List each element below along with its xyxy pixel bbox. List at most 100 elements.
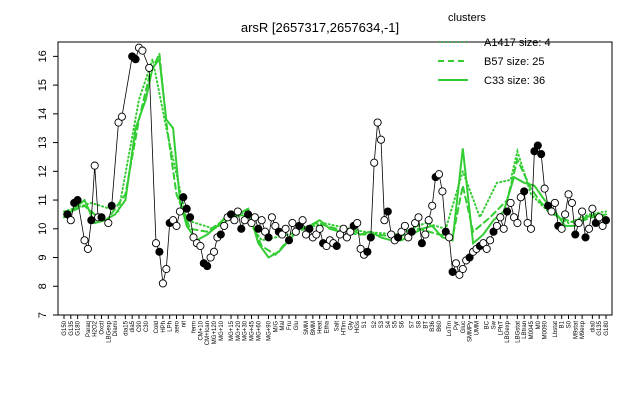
data-point <box>244 210 253 219</box>
x-tick-label: G180 <box>76 320 82 335</box>
data-points <box>63 43 611 288</box>
x-tick-label: LBGstat <box>515 321 521 343</box>
x-tick-label: dia5 <box>130 320 136 332</box>
legend-label: C33 size: 36 <box>484 75 545 87</box>
y-tick-label: 8 <box>37 283 49 289</box>
x-tick-label: LoTm <box>447 321 453 336</box>
x-tick-label: G135 <box>597 320 603 335</box>
data-point <box>117 112 126 121</box>
y-tick-label: 9 <box>37 254 49 260</box>
data-point <box>155 247 164 256</box>
legend-title: clusters <box>448 12 486 24</box>
data-point <box>254 224 263 233</box>
x-tick-label: Etha <box>324 320 330 333</box>
x-tick-label: LPhT <box>498 321 504 336</box>
x-tick-label: S5 <box>393 320 399 328</box>
x-tick-label: S0 <box>567 320 573 328</box>
data-point <box>145 63 154 72</box>
x-tick-label: S3 <box>379 320 385 328</box>
x-tick-label: S6 <box>399 320 405 328</box>
x-tick-label: M/G <box>273 321 279 333</box>
x-tick-label: M9exp <box>580 320 586 339</box>
data-point <box>83 244 92 253</box>
x-tick-label: LBtran <box>522 321 528 339</box>
x-tick-label: CM+Ican <box>205 321 211 345</box>
data-point <box>588 204 597 213</box>
data-point <box>465 253 474 262</box>
data-point <box>131 55 140 64</box>
x-tick-label: G150 <box>62 320 68 335</box>
data-point <box>499 224 508 233</box>
series-line-dotted <box>63 55 607 242</box>
x-tick-label: MG+45 <box>249 320 255 341</box>
data-point <box>486 236 495 245</box>
data-point <box>380 216 389 225</box>
x-tick-label: Gly <box>348 321 354 330</box>
legend-entries: A1417 size: 4 B57 size: 25 C33 size: 36 <box>438 37 551 87</box>
data-point <box>496 213 505 222</box>
x-tick-label: B36 <box>430 320 436 331</box>
data-point <box>458 264 467 274</box>
data-point <box>353 218 362 228</box>
x-tick-label: MG+90 <box>267 320 273 341</box>
x-tick-label: Fru <box>287 321 293 330</box>
data-point <box>564 190 573 199</box>
data-point <box>339 224 348 233</box>
data-point <box>271 221 280 230</box>
x-tick-label: B1 <box>560 320 566 328</box>
data-point <box>237 224 246 233</box>
data-point <box>267 213 276 222</box>
y-tick-label: 16 <box>37 50 49 62</box>
y-tick-label: 15 <box>37 79 49 91</box>
x-tick-label: Oxctl <box>99 321 105 335</box>
x-tick-label: M0 <box>536 320 542 329</box>
data-point <box>66 216 75 225</box>
data-point <box>557 224 566 233</box>
data-point <box>584 224 594 233</box>
x-tick-label: SMMPy <box>468 321 474 342</box>
data-point <box>363 247 372 256</box>
x-tick-label: Heat <box>318 321 324 334</box>
data-point <box>601 216 611 225</box>
x-tick-label: Lbstat <box>553 321 559 338</box>
data-point <box>138 46 147 55</box>
legend: clusters A1417 size: 4 B57 size: 25 C33 si… <box>438 12 551 87</box>
x-tick-label: MG+60 <box>256 320 262 341</box>
y-tick-label: 10 <box>37 223 49 235</box>
data-point <box>434 170 444 179</box>
plot-frame <box>57 41 613 316</box>
data-point <box>424 216 433 225</box>
data-point <box>90 161 99 170</box>
x-tick-label: BMM <box>311 321 317 335</box>
x-tick-label: MG+15 <box>229 320 235 341</box>
data-point <box>216 230 225 239</box>
data-point <box>158 279 167 288</box>
x-tick-label: Gluc <box>461 321 467 333</box>
data-point <box>448 267 457 276</box>
data-point <box>578 207 587 216</box>
data-point <box>186 213 195 222</box>
data-point <box>503 207 512 216</box>
data-point <box>250 213 259 222</box>
x-tick-label: nit <box>181 321 187 328</box>
data-point <box>97 213 106 222</box>
data-point <box>451 259 461 268</box>
data-point <box>438 187 447 196</box>
data-point <box>288 218 297 228</box>
x-tick-label: HTim <box>342 321 348 335</box>
data-point <box>80 236 89 245</box>
data-point <box>220 221 229 230</box>
x-tick-label: dia0 <box>590 320 596 332</box>
x-tick-label: HGs <box>355 321 361 333</box>
x-tick-label: S1 <box>362 320 368 328</box>
y-tick-label: 14 <box>37 108 49 120</box>
x-tick-label: S4 <box>386 320 392 328</box>
x-tick-label: Glu <box>294 321 300 330</box>
data-point <box>209 247 219 256</box>
data-point <box>595 213 604 222</box>
data-point <box>492 221 501 230</box>
data-point <box>281 224 290 233</box>
data-point <box>574 218 583 228</box>
data-point <box>107 201 116 210</box>
data-point <box>533 141 542 150</box>
